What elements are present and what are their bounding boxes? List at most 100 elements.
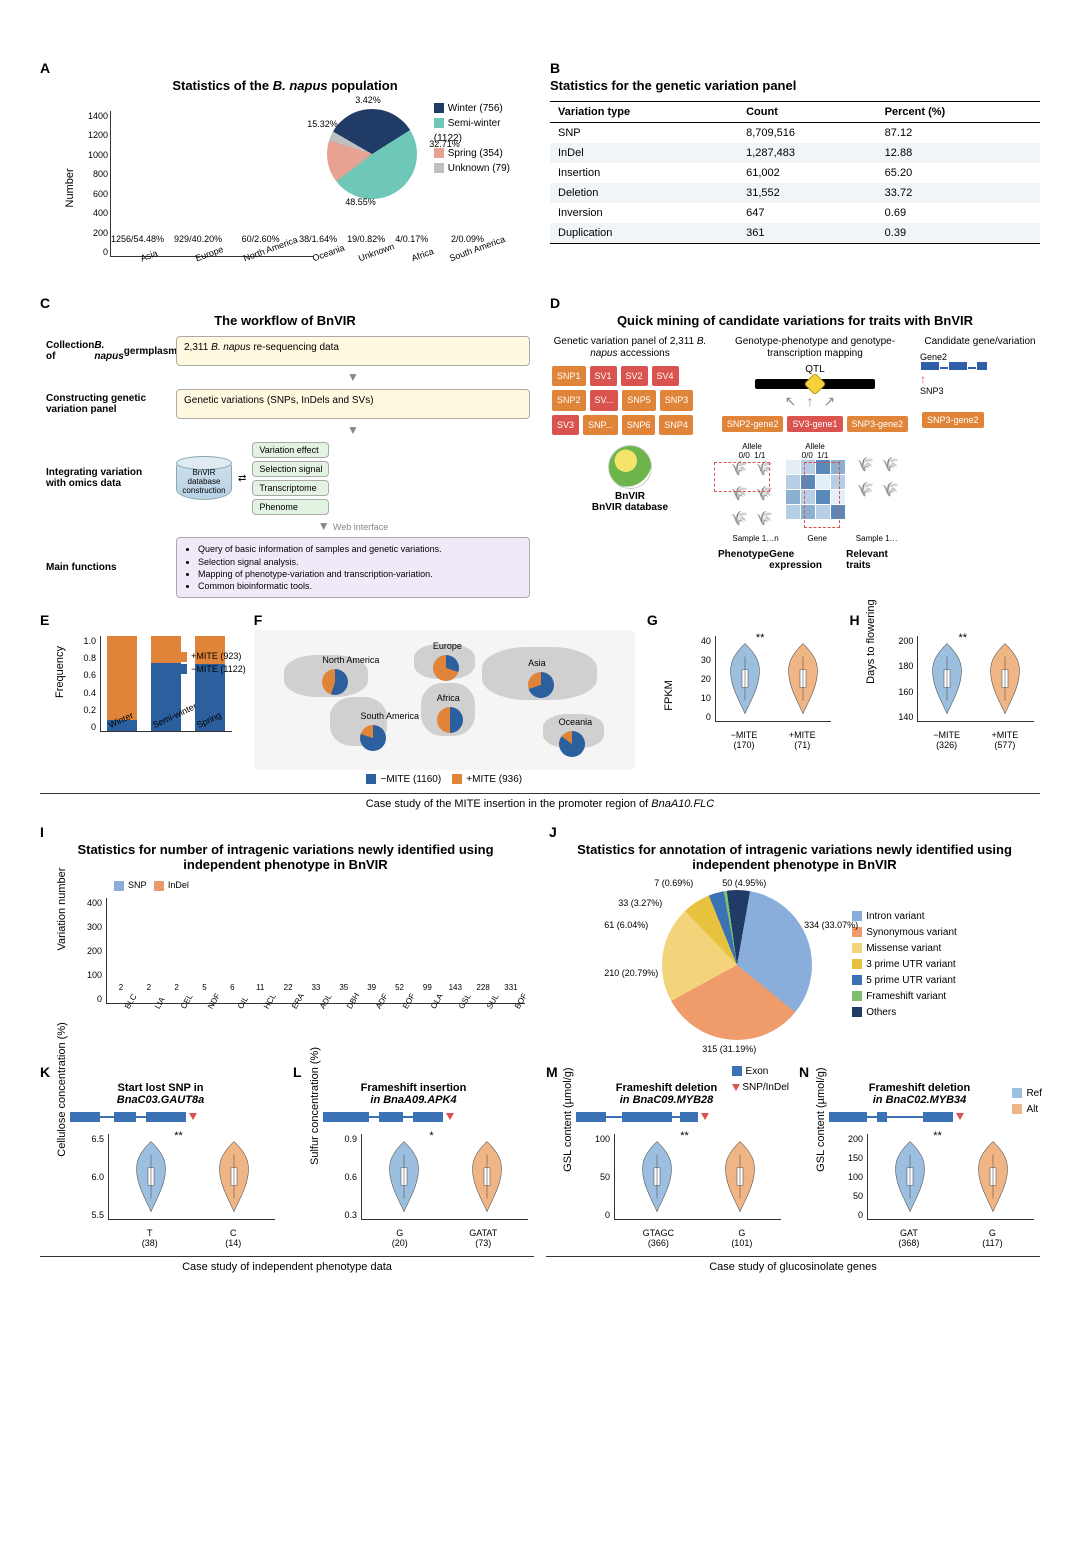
i-bar: 52EOF [389, 983, 411, 1003]
caption-kl: Case study of independent phenotype data [40, 1256, 534, 1273]
significance-marker: ** [756, 632, 765, 644]
violin-xlabel: GTAGC(366) [643, 1228, 674, 1248]
violin-xlabel: GAT(368) [898, 1228, 919, 1248]
a-pie-pct-winter: 32.71% [429, 139, 460, 149]
significance-marker: ** [958, 632, 967, 644]
d-var-box: SNP6 [622, 415, 656, 435]
violin [890, 1140, 930, 1213]
j-legend-item: Others [852, 1005, 957, 1021]
violin [467, 1140, 507, 1213]
d-var-box: SV2 [621, 366, 648, 386]
table-row: SNP8,709,51687.12 [550, 123, 1040, 144]
panel-m: M Exon SNP/InDel Frameshift deletionin B… [546, 1064, 787, 1248]
d-var-box: SNP... [583, 415, 618, 435]
d-var-box: SNP4 [659, 415, 693, 435]
b-col-1: Count [738, 102, 877, 123]
c-function-item: Common bioinformatic tools. [198, 580, 522, 592]
violin-xlabel: GATAT(73) [469, 1228, 497, 1248]
c-step2-label: Constructing genetic variation panel [40, 389, 170, 419]
d-allele-label: Allele [786, 442, 845, 451]
panel-a-title: Statistics of the B. napus population [40, 78, 530, 93]
y-axis-label: Cellulose concentration (%) [56, 1022, 68, 1157]
i-bar: 228SUL [472, 983, 494, 1003]
snp-icon [701, 1113, 709, 1120]
d-candidate-box: SNP3-gene2 [922, 412, 984, 428]
y-axis-label: Days to flowering [865, 599, 877, 683]
caption-eh: Case study of the MITE insertion in the … [40, 793, 1040, 810]
panel-n: N Ref Alt Frameshift deletionin BnaC02.M… [799, 1064, 1040, 1248]
a-bar: 60/2.60%North America [232, 234, 289, 256]
panel-b-title: Statistics for the genetic variation pan… [550, 78, 1040, 93]
violin-xlabel: G(101) [731, 1228, 752, 1248]
j-callout: 61 (6.04%) [604, 920, 648, 930]
i-bar: 2BLC [110, 983, 132, 1003]
violin [725, 642, 765, 715]
table-row: Inversion6470.69 [550, 203, 1040, 223]
panel-c-title: The workflow of BnVIR [40, 313, 530, 328]
significance-marker: ** [680, 1130, 689, 1142]
d-var-box: SV... [590, 390, 619, 410]
table-row: Duplication3610.39 [550, 223, 1040, 244]
i-bar: 2LIA [138, 983, 160, 1003]
c-function-item: Selection signal analysis. [198, 556, 522, 568]
panel-j: J Statistics for annotation of intrageni… [549, 824, 1040, 1050]
bnvir-logo-icon [608, 445, 652, 489]
c-step4-label: Main functions [40, 537, 170, 598]
i-bar: 39ADF [361, 983, 383, 1003]
arrow-icon: ⇄ [238, 473, 246, 484]
gene-model-icon [829, 1108, 1040, 1126]
map-region-label: Asia [528, 658, 546, 668]
panel-h-label: H [849, 612, 859, 628]
snp-icon [956, 1113, 964, 1120]
b-table: Variation type Count Percent (%) SNP8,70… [550, 101, 1040, 244]
n-title: Frameshift deletionin BnaC02.MYB34 [799, 1082, 1040, 1106]
panel-c: C The workflow of BnVIR Collection of B.… [40, 295, 530, 598]
violin [214, 1140, 254, 1213]
d-geneexpr-label: Gene expression [769, 549, 846, 571]
j-callout: 210 (20.79%) [604, 968, 658, 978]
arrow-up-icon: ↑ [920, 372, 926, 386]
a-ylabel: Number [64, 168, 76, 207]
j-legend-item: Intron variant [852, 909, 957, 925]
a-pie-pct-semiwinter: 48.55% [345, 197, 376, 207]
panel-a-label: A [40, 60, 50, 76]
panel-b-label: B [550, 60, 560, 76]
significance-marker: ** [174, 1130, 183, 1142]
j-legend-item: 3 prime UTR variant [852, 957, 957, 973]
violin-xlabel: −MITE(170) [731, 730, 758, 750]
c-function-item: Query of basic information of samples an… [198, 543, 522, 555]
d-gene-axis: Gene [807, 534, 827, 543]
y-axis-label: GSL content (µmol/g) [815, 1067, 827, 1171]
d-var-box: SNP1 [552, 366, 586, 386]
panel-b: B Statistics for the genetic variation p… [550, 60, 1040, 281]
map-region-label: Africa [437, 693, 460, 703]
d-var-box: SNP2 [552, 390, 586, 410]
a-bar: 1256/54.48%Asia [111, 234, 164, 256]
b-col-2: Percent (%) [877, 102, 1040, 123]
i-bar: 99OLA [416, 983, 438, 1003]
d-assoc-box: SNP2-gene2 [722, 416, 784, 432]
snp-icon [446, 1113, 454, 1120]
snp-icon [189, 1113, 197, 1120]
d-logo-text: BnVIR [615, 491, 645, 502]
violin [637, 1140, 677, 1213]
violin-xlabel: T(38) [142, 1228, 158, 1248]
j-callout: 50 (4.95%) [722, 878, 766, 888]
arrow-icon: ▼ [176, 372, 530, 383]
panel-i-label: I [40, 824, 44, 840]
violin-xlabel: +MITE(71) [789, 730, 816, 750]
panel-g-label: G [647, 612, 658, 628]
panel-j-title: Statistics for annotation of intragenic … [549, 842, 1040, 872]
c-step2-box: Genetic variations (SNPs, InDels and SVs… [176, 389, 530, 419]
exon-legend: Exon SNP/InDel [732, 1064, 789, 1096]
violin [720, 1140, 760, 1213]
j-legend-item: Synonymous variant [852, 925, 957, 941]
e-ylabel: Frequency [54, 646, 66, 698]
e-legend: +MITE (923) −MITE (1122) [177, 650, 246, 675]
panel-l: L Frameshift insertionin BnaA09.APK4 Sul… [293, 1064, 534, 1248]
map-region-label: South America [360, 711, 419, 721]
j-callout: 33 (3.27%) [618, 898, 662, 908]
i-bar: 35DBH [333, 983, 355, 1003]
d-var-box: SNP3 [660, 390, 694, 410]
map-pie [528, 672, 554, 698]
